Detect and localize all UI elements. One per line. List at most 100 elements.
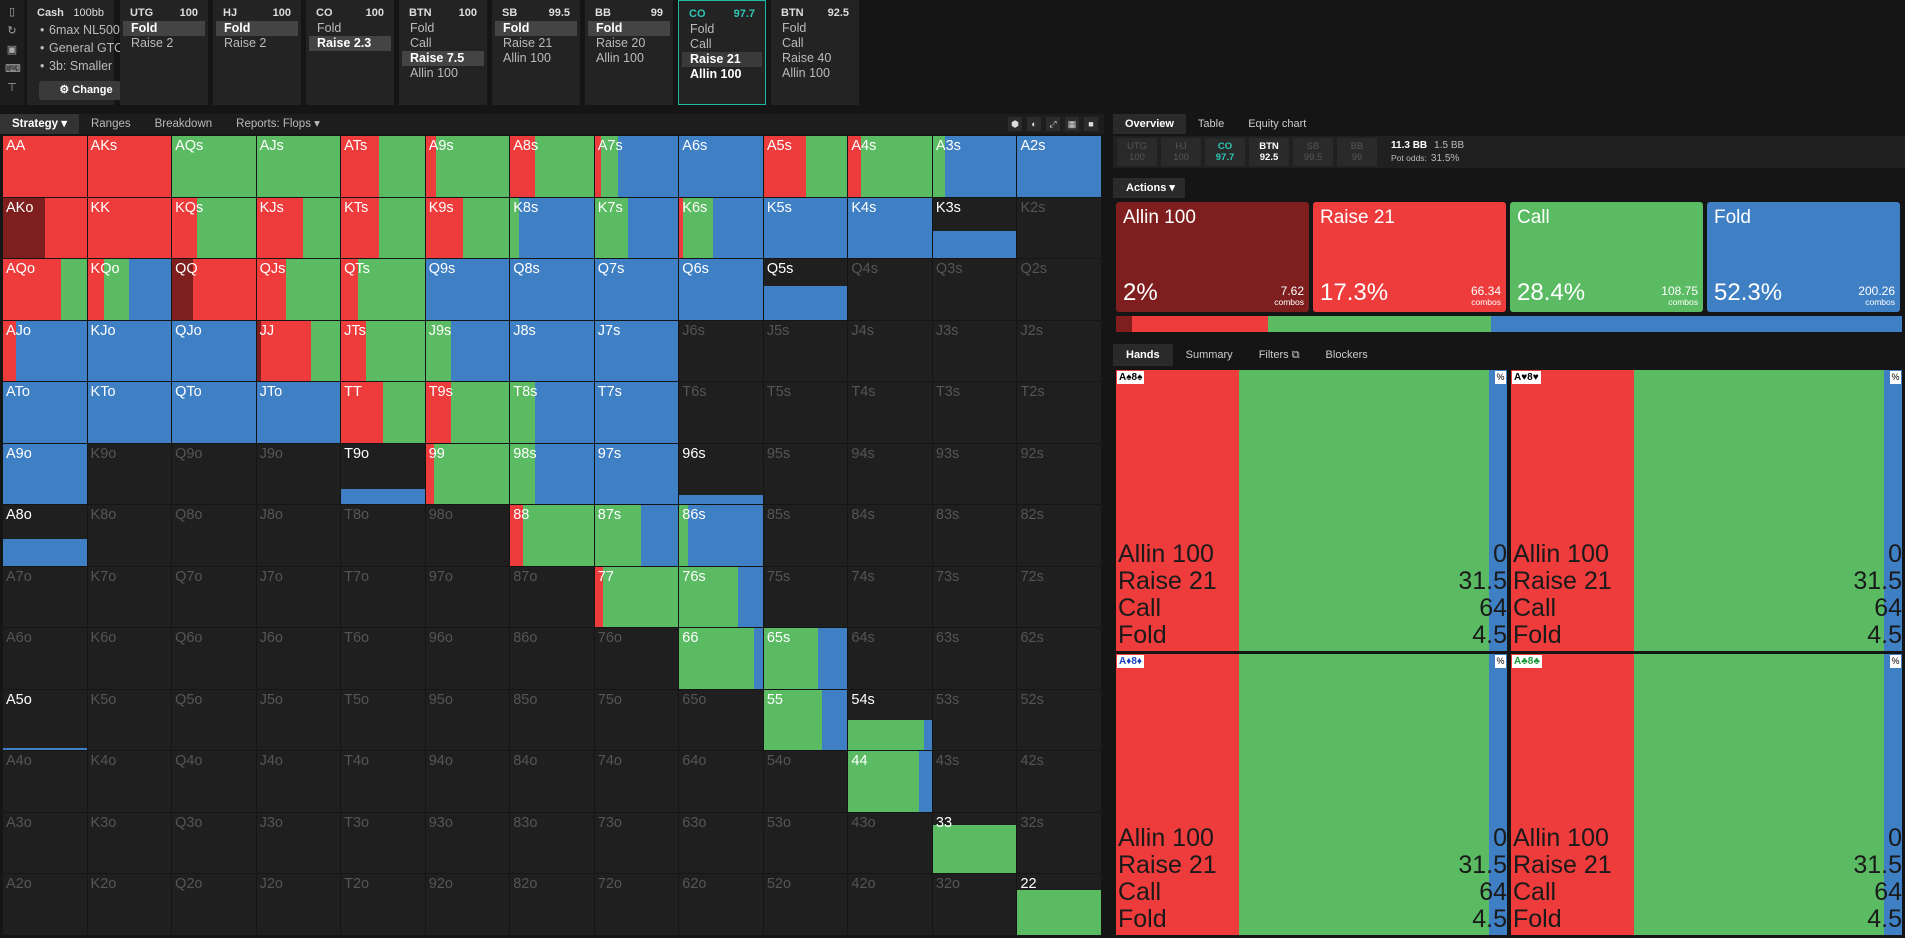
hand-cell[interactable]: Q8s (510, 259, 594, 320)
hand-cell[interactable]: 84o (510, 751, 594, 812)
menu-icon[interactable]: ▯ (8, 6, 16, 18)
hand-cell[interactable]: 42s (1017, 751, 1101, 812)
action-option[interactable]: Raise 2.3 (309, 36, 391, 51)
hand-cell[interactable]: K8s (510, 197, 594, 259)
hand-cell[interactable]: K2o (87, 874, 172, 935)
hand-cell[interactable]: 82s (1017, 505, 1101, 566)
hand-cell[interactable]: J2o (256, 874, 341, 935)
hand-cell[interactable]: A2s (1017, 136, 1101, 197)
hand-cell[interactable]: J2s (1017, 320, 1101, 382)
hand-cell[interactable]: J6o (256, 628, 341, 689)
hand-cell[interactable]: 86o (510, 628, 594, 689)
hand-cell[interactable]: QJs (256, 259, 341, 320)
hand-cell[interactable]: Q6s (679, 259, 763, 320)
hand-combo-cell[interactable]: A♥8♥% Allin 100 0 Raise 21 31.5 Call 64 Fold 4.5 (1511, 370, 1902, 651)
hand-cell[interactable]: AJo (3, 320, 87, 382)
action-option[interactable]: Fold (588, 21, 670, 36)
hand-cell[interactable]: 87o (510, 566, 594, 628)
hand-cell[interactable]: K3o (87, 812, 172, 874)
percent-toggle[interactable]: % (1890, 371, 1901, 384)
hand-cell[interactable]: ATs (341, 136, 425, 197)
hand-cell[interactable]: KJs (256, 197, 341, 259)
hand-cell[interactable]: 74s (848, 566, 932, 628)
hand-cell[interactable]: 98o (425, 505, 510, 566)
action-card-allin[interactable]: Allin 100 2% 7.62 combos (1116, 202, 1309, 312)
hand-cell[interactable]: AQs (172, 136, 256, 197)
action-option[interactable]: Fold (317, 21, 342, 35)
hand-cell[interactable]: J3o (256, 812, 341, 874)
save-icon[interactable]: ▣ (6, 44, 18, 56)
hand-cell[interactable]: JJ (256, 320, 341, 382)
action-option[interactable]: Fold (690, 22, 715, 36)
hand-cell[interactable]: J4o (256, 751, 341, 812)
hand-cell[interactable]: K9s (425, 197, 510, 259)
hand-cell[interactable]: 94s (848, 443, 932, 505)
action-option[interactable]: Fold (216, 21, 298, 36)
hand-combo-cell[interactable]: A♦8♦% Allin 100 0 Raise 21 31.5 Call 64 Fold 4.5 (1116, 654, 1507, 935)
hand-cell[interactable]: 32s (1017, 812, 1101, 874)
hand-cell[interactable]: 83o (510, 812, 594, 874)
hand-cell[interactable]: Q5s (763, 259, 848, 320)
hand-cell[interactable]: T8o (341, 505, 425, 566)
hand-cell[interactable]: 93s (932, 443, 1017, 505)
hand-cell[interactable]: 83s (932, 505, 1017, 566)
hand-cell[interactable]: 22 (1017, 874, 1101, 935)
action-option[interactable]: Call (782, 36, 804, 50)
hand-cell[interactable]: 76o (594, 628, 679, 689)
action-option[interactable]: Raise 40 (782, 51, 832, 65)
action-option[interactable]: Call (690, 37, 712, 51)
hand-cell[interactable]: QJo (172, 320, 256, 382)
change-button[interactable]: ⚙ Change (39, 81, 133, 100)
hand-cell[interactable]: 54s (848, 689, 932, 751)
hand-cell[interactable]: JTo (256, 382, 341, 443)
hand-cell[interactable]: 85o (510, 689, 594, 751)
action-option[interactable]: Allin 100 (596, 51, 644, 65)
tab-overview[interactable]: Overview (1113, 114, 1186, 134)
hand-cell[interactable]: J5s (763, 320, 848, 382)
hand-cell[interactable]: AKs (87, 136, 172, 197)
action-option[interactable]: Raise 20 (596, 36, 646, 50)
hand-cell[interactable]: 94o (425, 751, 510, 812)
position-panel-btn[interactable]: BTN 100 Fold Call Raise 7.5 Allin 100 (399, 0, 487, 105)
cube-icon[interactable]: ⬢ (1008, 117, 1022, 131)
hand-cell[interactable]: QQ (172, 259, 256, 320)
hand-cell[interactable]: K3s (932, 197, 1017, 259)
hand-cell[interactable]: 95s (763, 443, 848, 505)
hand-cell[interactable]: K4o (87, 751, 172, 812)
hand-cell[interactable]: 66 (679, 628, 763, 689)
hand-cell[interactable]: A9s (425, 136, 510, 197)
hand-cell[interactable]: T9o (341, 443, 425, 505)
hand-cell[interactable]: K8o (87, 505, 172, 566)
hand-cell[interactable]: 88 (510, 505, 594, 566)
tab-ranges[interactable]: Ranges (90, 118, 131, 130)
hand-cell[interactable]: J4s (848, 320, 932, 382)
position-panel-bb[interactable]: BB 99 Fold Raise 20 Allin 100 (585, 0, 673, 105)
hand-cell[interactable]: T7s (594, 382, 679, 443)
action-card-call[interactable]: Call 28.4% 108.75 combos (1510, 202, 1703, 312)
hand-cell[interactable]: A3o (3, 812, 87, 874)
action-option[interactable]: Raise 21 (682, 52, 762, 67)
hand-cell[interactable]: Q5o (172, 689, 256, 751)
tab-summary[interactable]: Summary (1185, 349, 1233, 361)
hand-cell[interactable]: J9s (425, 320, 510, 382)
hand-cell[interactable]: 73o (594, 812, 679, 874)
hand-cell[interactable]: 65s (763, 628, 848, 689)
square-icon[interactable]: ■ (1084, 117, 1098, 131)
hand-cell[interactable]: A5s (763, 136, 848, 197)
hand-cell[interactable]: Q7s (594, 259, 679, 320)
tab-blockers[interactable]: Blockers (1325, 349, 1368, 361)
cursor-icon[interactable]: ⊤ (7, 82, 17, 94)
hand-cell[interactable]: J7o (256, 566, 341, 628)
action-option[interactable]: Raise 2 (131, 36, 174, 50)
hand-cell[interactable]: Q4o (172, 751, 256, 812)
refresh-icon[interactable]: ↻ (7, 25, 17, 37)
hand-cell[interactable]: QTo (172, 382, 256, 443)
hand-cell[interactable]: 53s (932, 689, 1017, 751)
hand-cell[interactable]: KTo (87, 382, 172, 443)
hand-cell[interactable]: 54o (763, 751, 848, 812)
hand-cell[interactable]: 74o (594, 751, 679, 812)
hand-cell[interactable]: 82o (510, 874, 594, 935)
hand-cell[interactable]: AA (3, 136, 87, 197)
hand-cell[interactable]: T3o (341, 812, 425, 874)
action-card-raise[interactable]: Raise 21 17.3% 66.34 combos (1313, 202, 1506, 312)
